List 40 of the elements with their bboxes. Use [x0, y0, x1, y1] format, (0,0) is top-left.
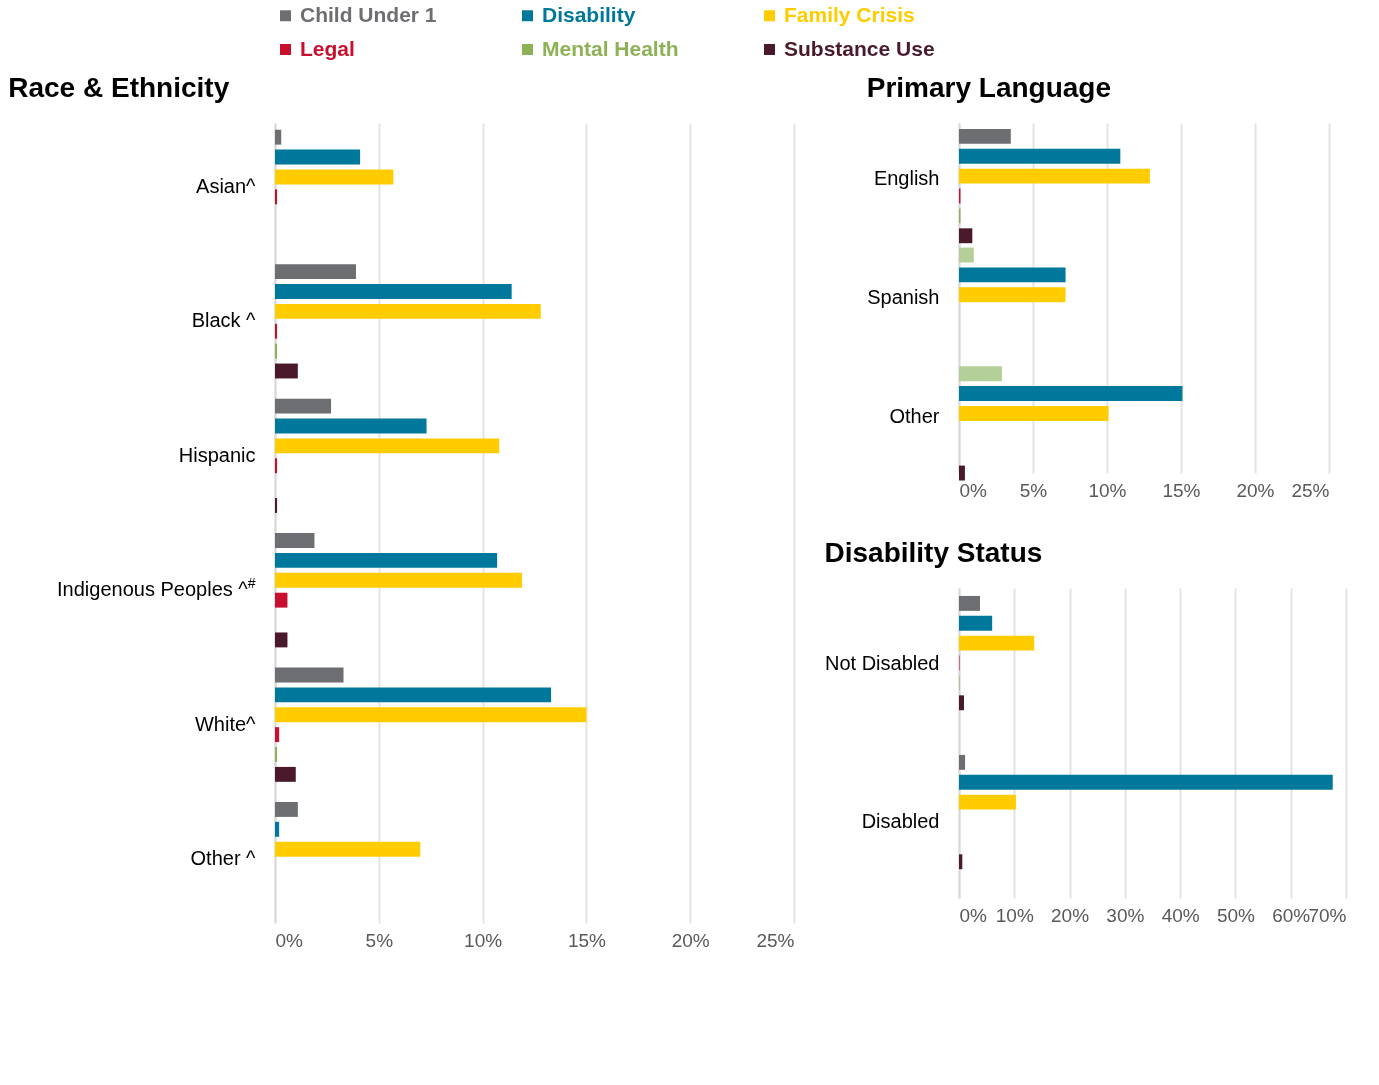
legend-label: Disability: [542, 2, 636, 26]
x-tick-label: 10%: [464, 929, 503, 951]
x-tick-label: 15%: [1162, 479, 1201, 501]
y-tick-label: English: [873, 167, 940, 190]
y-tick-label: Other: [889, 404, 940, 427]
legend-label: Family Crisis: [784, 2, 915, 26]
x-tick-label: 5%: [1019, 479, 1048, 501]
legend-label: Mental Health: [542, 36, 679, 60]
x-tick-label: 40%: [1161, 904, 1200, 926]
y-tick-label: Spanish: [867, 286, 940, 308]
x-tick-label: 10%: [1088, 479, 1127, 501]
chart-title: Primary Language: [866, 72, 1112, 103]
x-tick-label: 70%: [1308, 904, 1347, 926]
y-tick-label: Black ^: [191, 309, 257, 332]
x-tick-label: 60%: [1272, 904, 1311, 926]
x-tick-label: 50%: [1216, 904, 1256, 926]
x-tick-label: 20%: [1051, 904, 1090, 926]
legend-label: Substance Use: [784, 36, 935, 60]
x-tick-label: 0%: [959, 479, 988, 501]
x-tick-label: 0%: [275, 929, 304, 951]
x-tick-label: 20%: [671, 929, 710, 951]
x-tick-label: 25%: [756, 929, 795, 951]
y-tick-label: Hispanic: [178, 443, 256, 466]
x-tick-label: 0%: [959, 904, 988, 926]
x-tick-label: 25%: [1291, 479, 1330, 501]
legend-label: Legal: [300, 36, 355, 60]
chart-title: Disability Status: [824, 537, 1043, 568]
x-tick-label: 5%: [365, 929, 394, 951]
y-tick-label: Indigenous Peoples ^$^{#}$: [57, 575, 256, 601]
x-tick-label: 15%: [567, 929, 607, 951]
x-tick-label: 10%: [995, 904, 1034, 926]
y-tick-label: Not Disabled: [824, 651, 940, 674]
y-tick-label: White^: [194, 712, 257, 735]
y-tick-label: Disabled: [861, 810, 940, 833]
x-tick-label: 30%: [1106, 904, 1145, 926]
legend-label: Child Under 1: [300, 2, 437, 26]
y-tick-label: Other ^: [190, 847, 257, 870]
chart-title: Race & Ethnicity: [8, 72, 230, 103]
y-tick-label: Asian^: [196, 174, 257, 197]
x-tick-label: 20%: [1236, 479, 1275, 501]
